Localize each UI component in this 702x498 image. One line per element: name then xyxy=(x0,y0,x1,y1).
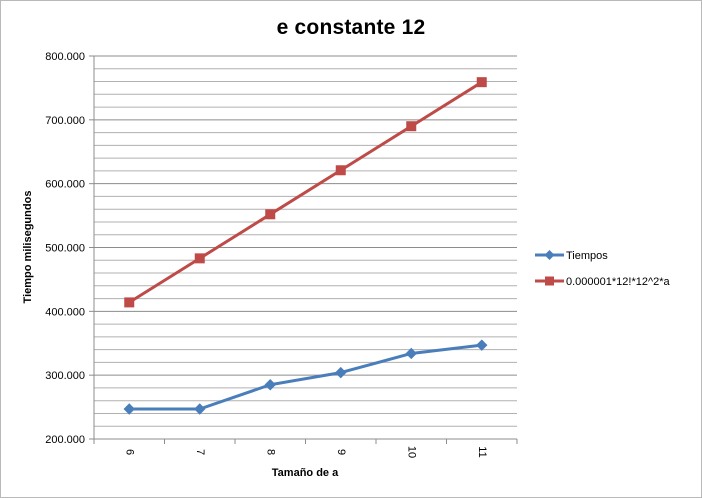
x-tick-label: 7 xyxy=(194,449,206,455)
series-layer xyxy=(123,77,488,415)
y-tick-label: 500.000 xyxy=(45,243,85,255)
gridlines xyxy=(94,55,517,440)
data-point xyxy=(265,209,276,220)
axes xyxy=(89,55,518,444)
data-point xyxy=(406,121,417,132)
legend-item: Tiempos xyxy=(535,250,608,262)
series-line xyxy=(128,80,483,304)
chart-title: e constante 12 xyxy=(276,16,426,39)
data-point xyxy=(405,347,417,360)
y-tick-label: 400.000 xyxy=(45,306,85,318)
data-point xyxy=(476,339,488,351)
legend-label: 0.000001*12!*12^2*a xyxy=(566,276,671,288)
y-tick-label: 300.000 xyxy=(45,370,85,382)
legend-item: 0.000001*12!*12^2*a xyxy=(535,276,671,288)
data-point xyxy=(476,77,487,88)
legend-marker xyxy=(545,276,554,286)
y-tick-label: 600.000 xyxy=(45,179,85,191)
data-point xyxy=(264,379,276,391)
series-2 xyxy=(124,77,487,308)
y-tick-label: 700.000 xyxy=(45,115,85,127)
data-point xyxy=(335,165,346,176)
x-tick-label: 8 xyxy=(264,449,276,455)
x-tick-labels: 6 7 8 9 10 11 xyxy=(123,446,488,458)
data-point xyxy=(194,403,206,415)
y-axis-title: Tiempo milisegundos xyxy=(22,191,34,304)
x-tick-label: 9 xyxy=(335,449,347,455)
data-point xyxy=(194,253,205,264)
legend: Tiempos 0.000001*12!*12^2*a xyxy=(535,250,671,288)
data-point xyxy=(123,403,135,415)
x-tick-label: 11 xyxy=(476,446,488,457)
series-1 xyxy=(123,339,488,415)
x-tick-label: 6 xyxy=(123,449,135,455)
data-point xyxy=(335,366,347,379)
y-tick-labels: 200.000 300.000 400.000 500.000 600.000 700.0… xyxy=(45,51,85,446)
y-tick-label: 800.000 xyxy=(45,51,85,63)
legend-label: Tiempos xyxy=(566,250,608,262)
x-tick-label: 10 xyxy=(405,446,417,458)
legend-marker xyxy=(544,250,555,260)
data-point xyxy=(124,297,135,308)
y-tick-label: 200.000 xyxy=(45,434,85,446)
series-line xyxy=(129,343,482,411)
x-axis-title: Tamaño de a xyxy=(272,467,339,479)
